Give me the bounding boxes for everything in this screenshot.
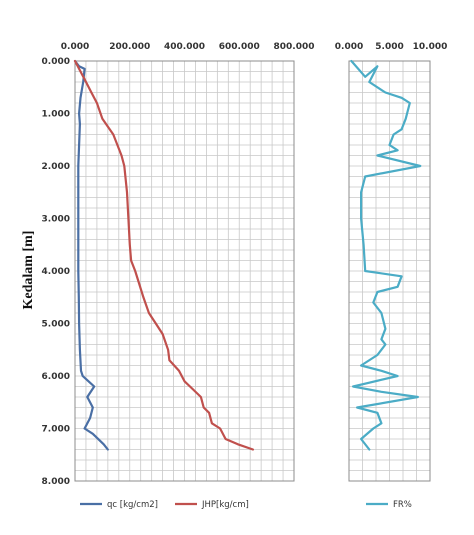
legend-label: JHP[kg/cm] (201, 500, 249, 510)
y-tick-label: 7.000 (42, 425, 70, 435)
y-tick-label: 4.000 (42, 267, 70, 277)
left-x-tick-label: 400.000 (164, 42, 205, 52)
y-tick-label: 3.000 (42, 215, 70, 225)
right-x-tick-label: 5.000 (375, 42, 403, 52)
series-layer (73, 59, 422, 451)
left-x-tick-label: 800.000 (274, 42, 315, 52)
legend-label: qc [kg/cm2] (107, 500, 158, 510)
right-series-0-line (350, 59, 422, 451)
left-x-tick-label: 600.000 (219, 42, 260, 52)
left-frame (74, 60, 295, 482)
left-series-1-line (73, 59, 254, 451)
right-x-tick-label: 0.000 (335, 42, 363, 52)
left-series-0-line (73, 59, 109, 451)
left-panel-grid (74, 60, 295, 482)
y-tick-label: 6.000 (42, 372, 70, 382)
left-x-tick-label: 0.000 (61, 42, 89, 52)
y-tick-label: 2.000 (42, 162, 70, 172)
legend: qc [kg/cm2] JHP[kg/cm] FR% (80, 500, 412, 510)
legend-label: FR% (393, 500, 412, 510)
tick-labels: 0.000 1.000 2.000 3.000 4.000 5.000 6.000 7.000… (42, 42, 448, 487)
y-tick-label: 5.000 (42, 320, 70, 330)
right-x-tick-label: 10.000 (413, 42, 448, 52)
y-tick-label: 1.000 (42, 110, 70, 120)
y-axis-title: Kedalam [m] (21, 231, 36, 310)
y-tick-label: 8.000 (42, 477, 70, 487)
y-tick-label: 0.000 (42, 57, 70, 67)
right-panel-grid (348, 60, 431, 482)
right-frame (348, 60, 431, 482)
left-x-tick-label: 200.000 (109, 42, 150, 52)
